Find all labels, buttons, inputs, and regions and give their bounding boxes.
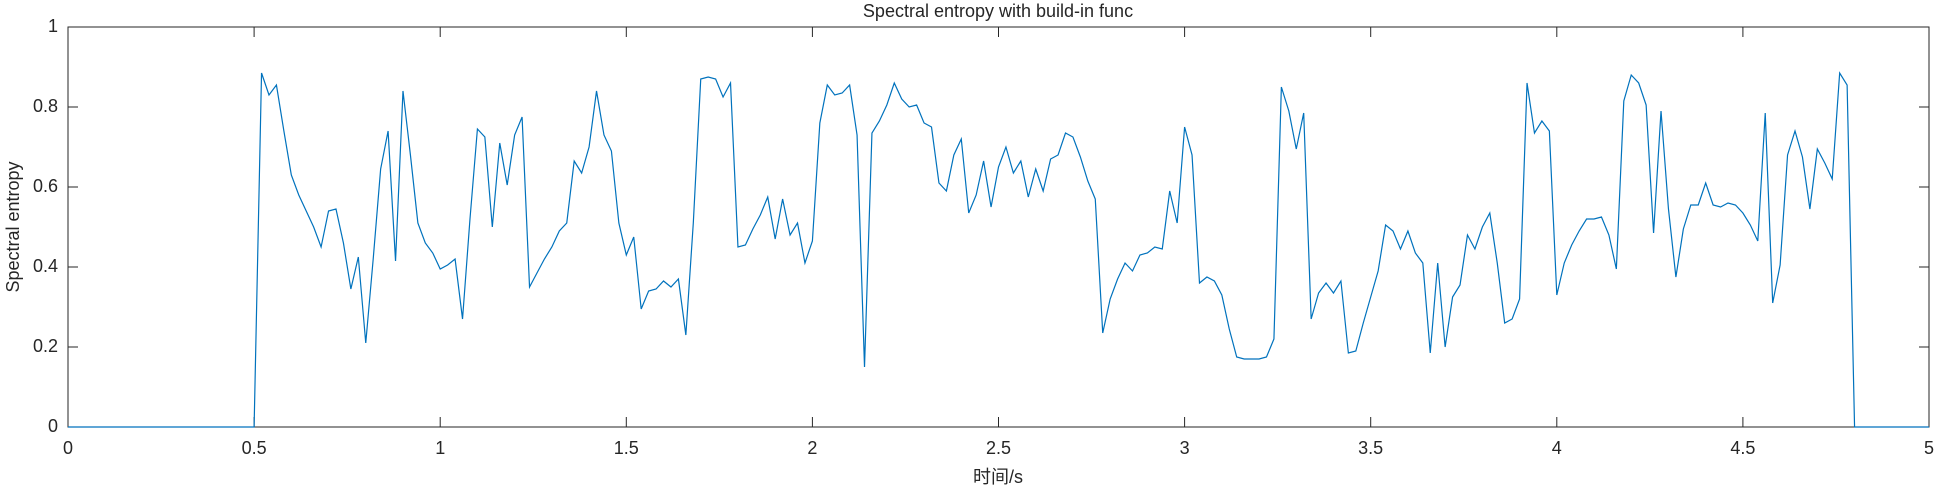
x-tick-label: 2.5: [986, 438, 1011, 458]
x-tick-label: 1.5: [614, 438, 639, 458]
x-tick-label: 4.5: [1730, 438, 1755, 458]
x-tick-label: 0: [63, 438, 73, 458]
x-tick-label: 2: [807, 438, 817, 458]
x-tick-label: 0.5: [242, 438, 267, 458]
y-tick-label: 0.2: [33, 336, 58, 356]
y-tick-label: 0.4: [33, 256, 58, 276]
y-tick-label: 0: [48, 416, 58, 436]
x-tick-label: 1: [435, 438, 445, 458]
x-tick-label: 5: [1924, 438, 1934, 458]
y-tick-label: 1: [48, 16, 58, 36]
data-line: [68, 71, 1929, 428]
y-axis-label: Spectral entropy: [3, 161, 23, 292]
y-tick-label: 0.8: [33, 96, 58, 116]
x-tick-label: 3: [1180, 438, 1190, 458]
x-tick-label: 3.5: [1358, 438, 1383, 458]
chart-title: Spectral entropy with build-in func: [863, 1, 1133, 21]
x-tick-label: 4: [1552, 438, 1562, 458]
x-axis-label: 时间/s: [973, 467, 1023, 487]
y-tick-label: 0.6: [33, 176, 58, 196]
